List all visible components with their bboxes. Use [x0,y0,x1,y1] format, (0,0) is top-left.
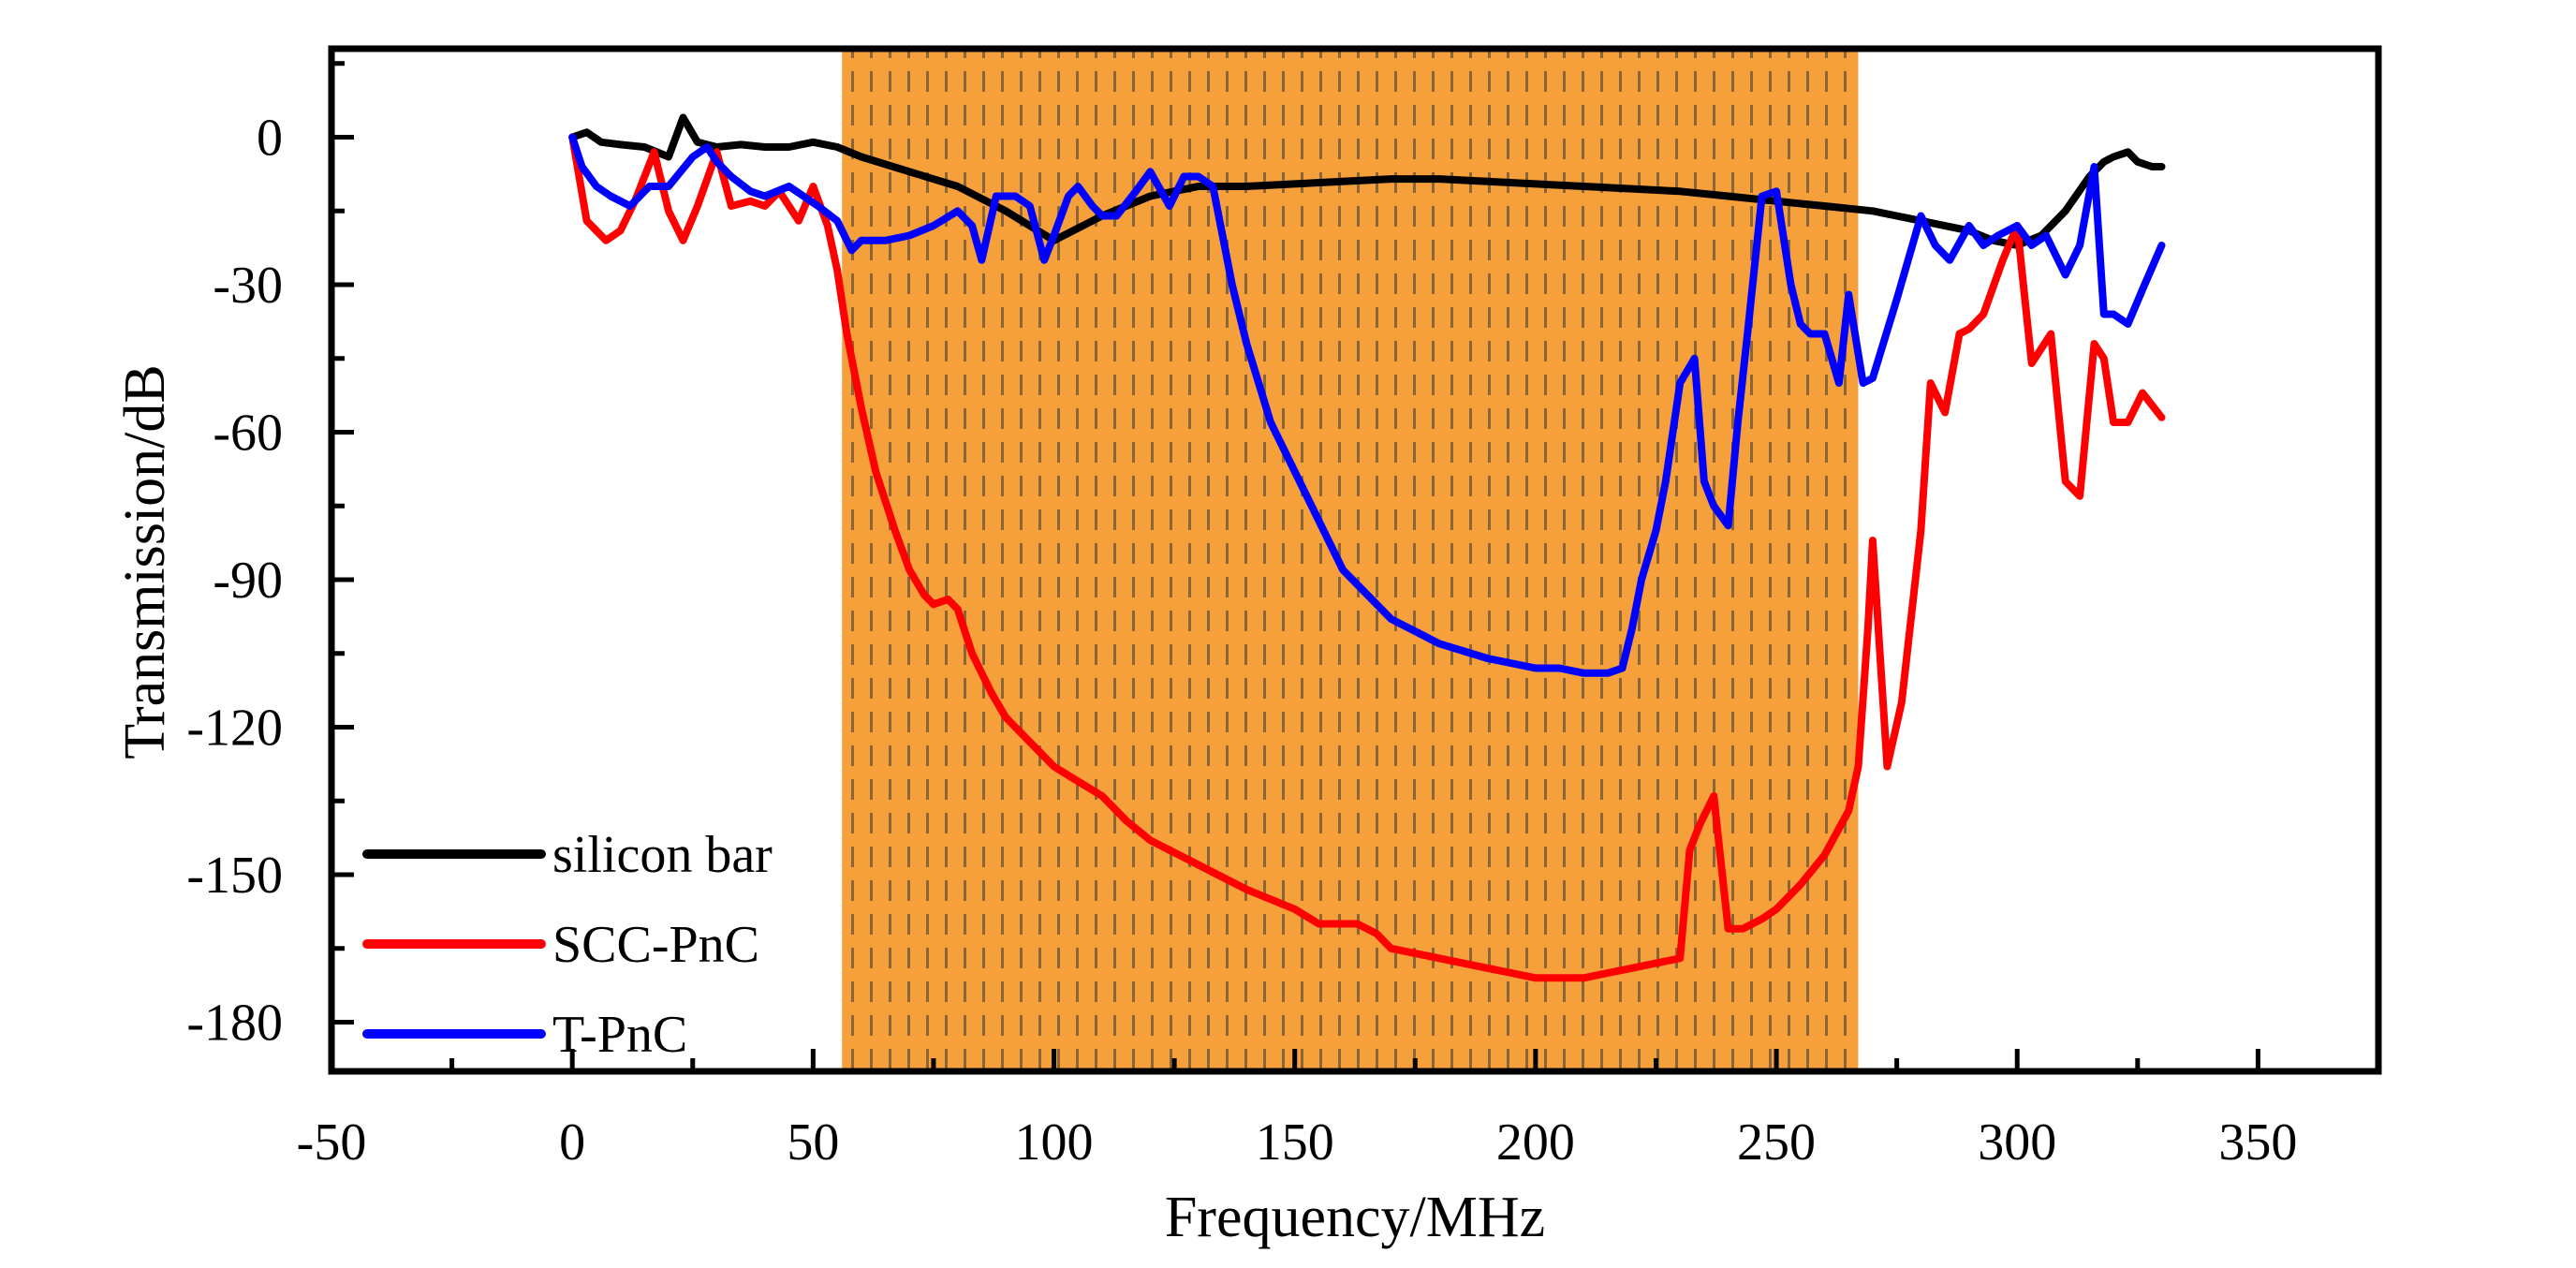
y-tick-label: 0 [257,110,283,168]
legend-label: T-PnC [552,1006,687,1064]
x-tick-label: -50 [297,1113,367,1172]
series-line-scc-pnc [568,133,2166,982]
y-tick-label: -180 [186,995,283,1053]
y-tick-label: -150 [186,847,283,905]
x-axis-title: Frequency/MHz [1165,1186,1545,1249]
y-tick-label: -30 [213,257,283,315]
series-lines [568,113,2166,982]
x-axis-ticks: -50 0 50 100 150 200 250 300 350 [297,1049,2381,1172]
x-tick-label: 150 [1256,1113,1334,1172]
x-tick-label: 0 [559,1113,585,1172]
y-tick-label: -60 [213,405,283,463]
y-axis-ticks: 0 -30 -60 -90 -120 -150 -180 [186,61,354,1053]
x-tick-label: 250 [1737,1113,1816,1172]
x-tick-label: 300 [1978,1113,2056,1172]
legend: silicon bar SCC-PnC T-PnC [362,826,773,1064]
y-tick-label: -90 [213,552,283,610]
y-tick-label: -120 [186,700,283,758]
x-tick-label: 100 [1015,1113,1094,1172]
x-tick-label: 50 [787,1113,839,1172]
x-tick-label: 350 [2218,1113,2297,1172]
band-gap-shaded-region [842,49,1859,1071]
legend-label: SCC-PnC [552,916,759,974]
series-line-t-pnc [568,133,2166,677]
y-axis-title: Transmission/dB [113,364,177,759]
x-tick-label: 200 [1496,1113,1575,1172]
plot-frame [328,45,2382,1075]
legend-label: silicon bar [552,826,773,884]
